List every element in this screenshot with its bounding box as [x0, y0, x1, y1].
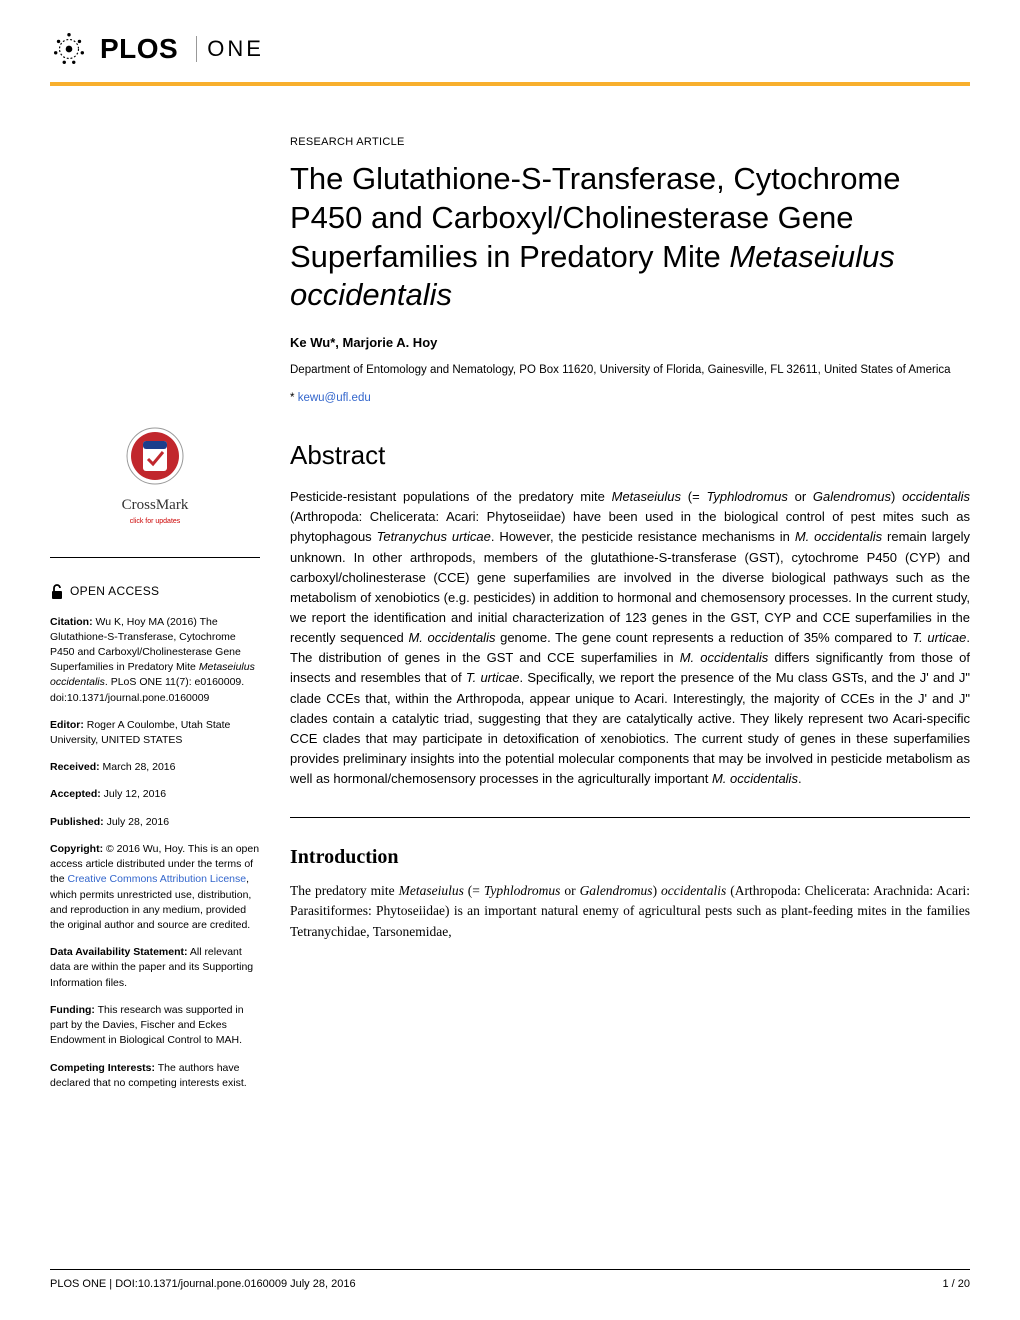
crossmark-icon	[125, 426, 185, 486]
journal-header: PLOS ONE	[0, 0, 1020, 76]
published-block: Published: July 28, 2016	[50, 815, 260, 830]
corresponding-email: * kewu@ufl.edu	[290, 392, 970, 404]
page-footer: PLOS ONE | DOI:10.1371/journal.pone.0160…	[50, 1269, 970, 1290]
copyright-block: Copyright: © 2016 Wu, Hoy. This is an op…	[50, 842, 260, 933]
journal-logo: PLOS ONE	[50, 30, 970, 68]
footer-left: PLOS ONE | DOI:10.1371/journal.pone.0160…	[50, 1278, 356, 1290]
logo-one-text: ONE	[196, 36, 264, 62]
article-content: RESEARCH ARTICLE The Glutathione-S-Trans…	[280, 86, 970, 1103]
published-label: Published:	[50, 816, 104, 828]
published-text: July 28, 2016	[104, 816, 169, 828]
plos-icon	[50, 30, 88, 68]
open-access-badge: OPEN ACCESS	[50, 583, 260, 600]
editor-block: Editor: Roger A Coulombe, Utah State Uni…	[50, 718, 260, 748]
open-access-text: OPEN ACCESS	[70, 583, 159, 600]
received-text: March 28, 2016	[100, 761, 176, 773]
affiliation: Department of Entomology and Nematology,…	[290, 362, 970, 378]
crossmark-sublabel: click for updates	[50, 517, 260, 527]
data-label: Data Availability Statement:	[50, 946, 188, 958]
received-block: Received: March 28, 2016	[50, 760, 260, 775]
editor-label: Editor:	[50, 719, 84, 731]
competing-label: Competing Interests:	[50, 1062, 155, 1074]
citation-label: Citation:	[50, 616, 93, 628]
citation-block: Citation: Wu K, Hoy MA (2016) The Glutat…	[50, 615, 260, 706]
funding-block: Funding: This research was supported in …	[50, 1003, 260, 1049]
citation-text: Wu K, Hoy MA (2016) The Glutathione-S-Tr…	[50, 616, 255, 704]
article-title: The Glutathione-S-Transferase, Cytochrom…	[290, 160, 970, 315]
abstract-body: Pesticide-resistant populations of the p…	[290, 487, 970, 789]
open-lock-icon	[50, 584, 64, 600]
sidebar: CrossMark click for updates OPEN ACCESS …	[50, 86, 280, 1103]
funding-label: Funding:	[50, 1004, 95, 1016]
accepted-label: Accepted:	[50, 788, 101, 800]
competing-block: Competing Interests: The authors have de…	[50, 1061, 260, 1091]
copyright-label: Copyright:	[50, 843, 103, 855]
article-type: RESEARCH ARTICLE	[290, 136, 970, 148]
footer-right: 1 / 20	[942, 1278, 970, 1290]
sidebar-divider	[50, 557, 260, 558]
logo-plos-text: PLOS	[100, 33, 178, 65]
authors: Ke Wu*, Marjorie A. Hoy	[290, 335, 970, 350]
email-link[interactable]: kewu@ufl.edu	[298, 392, 371, 404]
received-label: Received:	[50, 761, 100, 773]
data-availability-block: Data Availability Statement: All relevan…	[50, 945, 260, 991]
accepted-block: Accepted: July 12, 2016	[50, 787, 260, 802]
corr-symbol: *	[290, 392, 294, 404]
introduction-body: The predatory mite Metaseiulus (= Typhlo…	[290, 881, 970, 942]
cc-license-link[interactable]: Creative Commons Attribution License	[68, 873, 247, 885]
crossmark-widget[interactable]: CrossMark click for updates	[50, 426, 260, 527]
crossmark-label: CrossMark	[50, 495, 260, 517]
accepted-text: July 12, 2016	[101, 788, 166, 800]
section-divider	[290, 817, 970, 818]
abstract-heading: Abstract	[290, 440, 970, 471]
introduction-heading: Introduction	[290, 846, 970, 869]
